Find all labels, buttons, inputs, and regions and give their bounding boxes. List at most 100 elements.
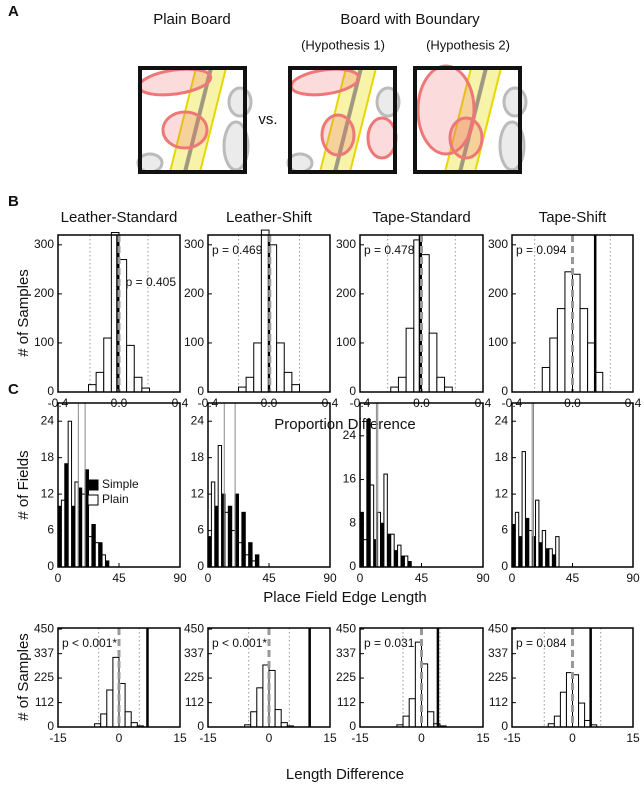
bar	[64, 463, 69, 568]
bar	[244, 554, 250, 568]
bar	[104, 560, 110, 568]
y-tick-label: 18	[495, 450, 509, 464]
board-title: Board with Boundary	[340, 11, 480, 28]
bar	[103, 337, 112, 393]
y-tick-label: 200	[488, 286, 508, 300]
y-tick-label: 225	[488, 670, 508, 684]
p-value: p = 0.469	[212, 243, 263, 257]
bar	[231, 530, 236, 568]
place-field	[227, 86, 253, 118]
bar	[427, 711, 435, 728]
y-tick-label: 6	[47, 523, 54, 537]
x-tick-label: 90	[476, 571, 490, 585]
x-tick-label: 15	[626, 731, 640, 745]
bar	[579, 308, 589, 393]
x-tick-label: 90	[323, 571, 337, 585]
y-tick-label: 450	[184, 621, 204, 635]
board-frame	[288, 66, 397, 174]
bar	[250, 711, 258, 728]
board-frame	[413, 66, 522, 174]
bar	[88, 384, 97, 393]
bar	[551, 554, 557, 568]
bar	[362, 539, 368, 568]
board-title: Plain Board	[153, 11, 231, 28]
y-tick-label: 6	[197, 523, 204, 537]
y-tick-label: 337	[336, 646, 356, 660]
bar	[245, 376, 255, 393]
y-tick-label: 450	[488, 621, 508, 635]
y-tick-label: 0	[501, 559, 508, 573]
bar	[400, 555, 405, 568]
bar	[556, 308, 566, 393]
bar	[101, 554, 106, 568]
separator: vs.	[258, 111, 277, 128]
bar	[251, 560, 256, 568]
bar	[386, 533, 392, 568]
bar	[397, 544, 402, 568]
legend-swatch	[87, 494, 99, 506]
bar	[538, 542, 543, 568]
y-tick-label: 0	[197, 559, 204, 573]
x-tick-label: 15	[476, 731, 490, 745]
bar	[405, 327, 415, 393]
y-tick-label: 8	[349, 515, 356, 529]
y-tick-label: 100	[488, 335, 508, 349]
bar	[428, 332, 438, 393]
bar	[518, 536, 523, 568]
bar	[217, 445, 223, 568]
bar	[291, 384, 300, 393]
y-tick-label: 225	[336, 670, 356, 684]
x-axis-label: Length Difference	[286, 766, 404, 783]
bar	[106, 689, 114, 728]
y-tick-label: 24	[41, 413, 55, 427]
bar	[71, 505, 76, 568]
bar	[283, 371, 293, 393]
p-value: p = 0.478	[364, 243, 415, 257]
bar	[74, 481, 79, 568]
bar	[549, 337, 558, 393]
bar	[241, 511, 246, 568]
bar	[407, 561, 412, 568]
x-tick-label: 0	[509, 571, 516, 585]
bar	[524, 517, 530, 568]
bar	[535, 499, 540, 568]
p-value: p = 0.084	[516, 636, 567, 650]
bar	[60, 499, 66, 568]
bar	[94, 542, 100, 568]
y-tick-label: 0	[349, 559, 356, 573]
y-tick-label: 200	[34, 286, 54, 300]
y-tick-label: 0	[349, 719, 356, 733]
bar	[238, 542, 243, 568]
y-tick-label: 450	[336, 621, 356, 635]
y-tick-label: 112	[185, 695, 204, 709]
y-tick-label: 24	[343, 428, 357, 442]
x-axis-label: Place Field Edge Length	[263, 589, 426, 606]
place-field	[320, 113, 356, 157]
x-tick-label: 0	[205, 571, 212, 585]
y-tick-label: 24	[495, 413, 509, 427]
bar	[214, 505, 219, 568]
bar	[366, 418, 371, 568]
bar	[77, 487, 83, 568]
bar	[81, 493, 86, 568]
y-tick-label: 100	[336, 335, 356, 349]
bar	[276, 342, 285, 393]
y-tick-label: 24	[191, 413, 205, 427]
bar	[393, 550, 399, 568]
bar	[234, 493, 240, 568]
place-field	[502, 86, 528, 118]
y-tick-label: 225	[184, 670, 204, 684]
x-tick-label: 45	[415, 571, 429, 585]
bar	[559, 691, 567, 728]
bar	[390, 533, 395, 568]
y-tick-label: 0	[349, 384, 356, 398]
place-field	[448, 116, 484, 160]
y-tick-label: 112	[35, 695, 54, 709]
x-tick-label: -15	[199, 731, 217, 745]
bar	[67, 420, 73, 568]
bar	[227, 505, 233, 568]
bar	[545, 548, 550, 568]
bar	[274, 709, 282, 728]
bar	[253, 342, 262, 393]
chart-title: Leather-Standard	[61, 209, 178, 226]
